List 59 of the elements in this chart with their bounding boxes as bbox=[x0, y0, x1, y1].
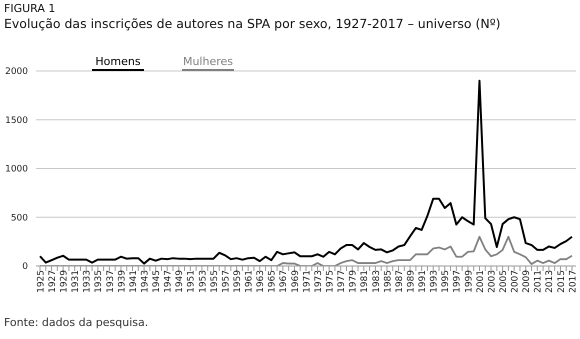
x-tick-label: 1927 bbox=[48, 270, 58, 293]
y-tick-label: 0 bbox=[22, 262, 28, 272]
x-tick-label: 1933 bbox=[82, 270, 93, 293]
y-tick-label: 1500 bbox=[5, 116, 28, 126]
x-tick-label: 1931 bbox=[71, 270, 82, 293]
x-tick-label: 1987 bbox=[394, 270, 405, 293]
x-tick-label: 1997 bbox=[452, 270, 463, 293]
x-tick-label: 2003 bbox=[487, 270, 498, 293]
x-tick-label: 1991 bbox=[418, 270, 428, 293]
x-tick-label: 2009 bbox=[522, 270, 532, 293]
x-tick-label: 1989 bbox=[406, 270, 416, 293]
x-tick-label: 1935 bbox=[94, 270, 104, 293]
x-tick-label: 1947 bbox=[164, 270, 174, 293]
x-tick-label: 1999 bbox=[464, 270, 474, 293]
x-tick-label: 1975 bbox=[326, 270, 336, 293]
x-tick-label: 1943 bbox=[140, 270, 150, 293]
x-tick-label: 1949 bbox=[175, 270, 186, 293]
x-tick-label: 1955 bbox=[210, 270, 220, 293]
x-tick-label: 1983 bbox=[372, 270, 382, 293]
x-tick-label: 1925 bbox=[36, 270, 46, 293]
x-tick-label: 2013 bbox=[545, 270, 556, 293]
x-tick-label: 1995 bbox=[441, 270, 452, 293]
x-tick-label: 1965 bbox=[268, 270, 278, 293]
chart-title: FIGURA 1 bbox=[4, 2, 56, 15]
source-note: Fonte: dados da pesquisa. bbox=[4, 316, 148, 329]
x-tick-label: 2015 bbox=[556, 270, 567, 293]
x-tick-label: 1979 bbox=[348, 270, 359, 293]
x-tick-label: 2001 bbox=[476, 270, 486, 293]
x-tick-label: 1939 bbox=[117, 270, 128, 293]
x-tick-label: 1971 bbox=[302, 270, 312, 293]
y-tick-label: 500 bbox=[10, 213, 28, 224]
x-tick-label: 1941 bbox=[128, 270, 139, 293]
x-tick-label: 1967 bbox=[279, 270, 290, 293]
x-tick-label: 1993 bbox=[430, 270, 440, 293]
chart-subtitle: Evolução das inscrições de autores na SPA por sexo, 1927-2017 – universo (Nº) bbox=[4, 16, 500, 31]
x-tick-label: 1985 bbox=[383, 270, 394, 293]
x-tick-label: 1981 bbox=[360, 270, 370, 293]
x-tick-label: 2011 bbox=[534, 270, 544, 293]
x-tick-label: 2007 bbox=[510, 270, 521, 293]
x-tick-label: 1963 bbox=[256, 270, 266, 293]
x-tick-label: 1957 bbox=[221, 270, 232, 293]
x-tick-label: 1977 bbox=[337, 270, 348, 293]
y-tick-label: 2000 bbox=[5, 67, 28, 78]
x-tick-label: 2005 bbox=[499, 270, 509, 293]
x-tick-label: 1945 bbox=[152, 270, 162, 293]
line-series bbox=[39, 80, 573, 265]
text: Homens bbox=[95, 55, 141, 68]
x-tick-label: 1969 bbox=[290, 270, 301, 293]
x-tick-label: 2017 bbox=[568, 270, 578, 293]
x-tick-label: 1937 bbox=[106, 270, 116, 293]
y-tick-label: 1000 bbox=[5, 164, 28, 175]
x-tick-label: 1953 bbox=[198, 270, 208, 293]
x-tick-label: 1961 bbox=[244, 270, 255, 293]
x-tick-label: 1929 bbox=[60, 270, 70, 293]
text: Mulheres bbox=[182, 55, 234, 68]
x-tick-label: 1973 bbox=[314, 270, 324, 293]
x-tick-label: 1959 bbox=[233, 270, 243, 293]
x-tick-label: 1951 bbox=[186, 270, 197, 293]
line-series bbox=[39, 236, 573, 266]
